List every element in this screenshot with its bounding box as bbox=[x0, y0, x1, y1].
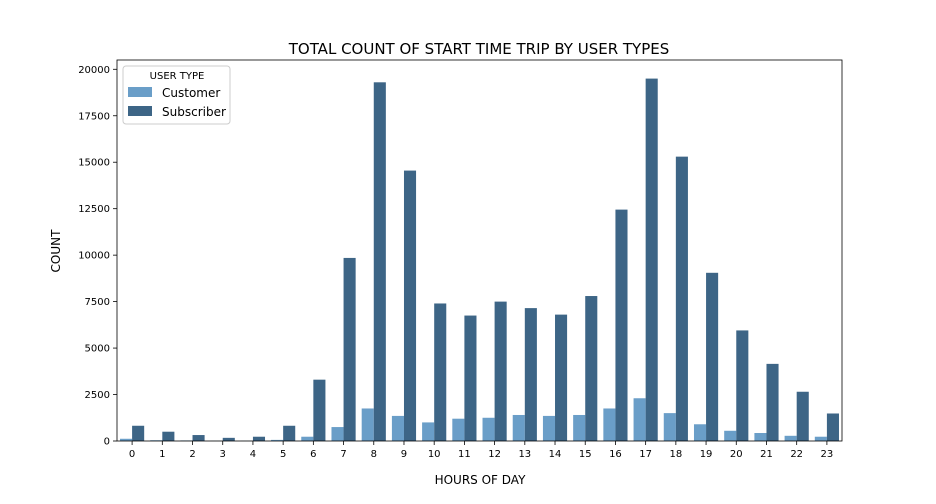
bar-subscriber-hour-16 bbox=[615, 209, 628, 441]
legend-swatch-subscriber bbox=[128, 106, 152, 116]
bar-customer-hour-9 bbox=[391, 415, 404, 441]
bar-subscriber-hour-2 bbox=[192, 435, 205, 441]
bar-customer-hour-0 bbox=[120, 438, 133, 441]
x-tick-label: 11 bbox=[458, 449, 471, 460]
x-tick-label: 8 bbox=[371, 449, 377, 460]
bar-customer-hour-14 bbox=[542, 415, 556, 441]
bar-subscriber-hour-21 bbox=[766, 363, 779, 441]
x-tick-label: 20 bbox=[730, 449, 743, 460]
bar-customer-hour-12 bbox=[482, 417, 495, 441]
bar-subscriber-hour-12 bbox=[494, 301, 507, 441]
x-tick-label: 13 bbox=[518, 449, 531, 460]
y-tick-label: 10000 bbox=[78, 251, 110, 262]
legend-label-subscriber: Subscriber bbox=[162, 105, 226, 119]
bar-customer-hour-17 bbox=[633, 398, 646, 441]
x-axis-label: HOURS OF DAY bbox=[435, 473, 526, 487]
bar-subscriber-hour-4 bbox=[252, 436, 266, 441]
bar-subscriber-hour-22 bbox=[796, 391, 809, 441]
bar-subscriber-hour-9 bbox=[403, 170, 417, 441]
x-tick-label: 16 bbox=[609, 449, 622, 460]
x-tick-label: 15 bbox=[579, 449, 592, 460]
x-tick-label: 17 bbox=[639, 449, 652, 460]
bar-customer-hour-11 bbox=[452, 418, 465, 441]
legend: USER TYPE Customer Subscriber bbox=[122, 65, 231, 125]
bar-subscriber-hour-19 bbox=[706, 272, 719, 441]
x-tick-label: 4 bbox=[250, 449, 256, 460]
plot-frame bbox=[116, 59, 843, 442]
bar-customer-hour-21 bbox=[754, 433, 767, 441]
y-axis-label: COUNT bbox=[49, 229, 63, 273]
bar-customer-hour-10 bbox=[422, 422, 435, 441]
bar-subscriber-hour-3 bbox=[222, 437, 235, 441]
x-tick-label: 7 bbox=[340, 449, 346, 460]
bar-subscriber-hour-1 bbox=[162, 431, 175, 441]
bar-subscriber-hour-11 bbox=[464, 315, 477, 441]
bar-subscriber-hour-15 bbox=[585, 296, 598, 441]
x-tick-label: 2 bbox=[189, 449, 195, 460]
bar-customer-hour-7 bbox=[331, 427, 344, 441]
y-tick-label: 5000 bbox=[85, 344, 110, 355]
chart-title: TOTAL COUNT OF START TIME TRIP BY USER T… bbox=[288, 40, 670, 58]
bar-subscriber-hour-6 bbox=[313, 379, 326, 441]
x-ticks-group: 0 1 2 3 4 5 6 7 8 9 10 11 12 13 14 15 16 17 18 19 20 21 22 23 bbox=[129, 441, 833, 460]
x-tick-label: 14 bbox=[549, 449, 562, 460]
legend-swatch-customer bbox=[128, 87, 152, 97]
bar-customer-hour-22 bbox=[784, 435, 797, 441]
bar-subscriber-hour-10 bbox=[434, 303, 447, 441]
bar-subscriber-hour-5 bbox=[283, 425, 296, 441]
y-tick-label: 7500 bbox=[85, 297, 110, 308]
bar-subscriber-hour-14 bbox=[555, 314, 568, 441]
bar-customer-hour-13 bbox=[512, 414, 525, 441]
bar-customer-hour-19 bbox=[693, 424, 707, 441]
bar-subscriber-hour-7 bbox=[343, 257, 356, 441]
bar-customer-hour-8 bbox=[361, 408, 374, 441]
y-tick-label: 2500 bbox=[85, 390, 110, 401]
bar-subscriber-hour-8 bbox=[373, 82, 386, 442]
x-tick-label: 9 bbox=[401, 449, 407, 460]
bar-customer-hour-16 bbox=[603, 408, 616, 441]
x-tick-label: 0 bbox=[129, 449, 135, 460]
bar-subscriber-hour-17 bbox=[645, 78, 658, 441]
bar-subscriber-hour-0 bbox=[132, 425, 145, 441]
x-tick-label: 19 bbox=[700, 449, 713, 460]
x-tick-label: 12 bbox=[488, 449, 501, 460]
x-tick-label: 1 bbox=[159, 449, 165, 460]
x-tick-label: 22 bbox=[790, 449, 803, 460]
y-tick-label: 12500 bbox=[78, 204, 110, 215]
bar-customer-hour-15 bbox=[573, 414, 586, 441]
bar-customer-hour-20 bbox=[724, 430, 737, 441]
bar-subscriber-hour-23 bbox=[826, 413, 839, 441]
y-ticks-group: 0 2500 5000 7500 10000 12500 15000 17500 20000 bbox=[78, 65, 117, 448]
legend-title: USER TYPE bbox=[150, 71, 205, 82]
y-tick-label: 0 bbox=[104, 437, 110, 448]
x-tick-label: 5 bbox=[280, 449, 286, 460]
bar-subscriber-hour-18 bbox=[675, 156, 688, 441]
x-tick-label: 21 bbox=[760, 449, 773, 460]
bar-customer-hour-23 bbox=[814, 436, 827, 441]
x-tick-label: 10 bbox=[428, 449, 441, 460]
x-tick-label: 23 bbox=[821, 449, 834, 460]
bar-subscriber-hour-13 bbox=[524, 308, 537, 441]
y-tick-label: 17500 bbox=[78, 111, 110, 122]
bar-customer-hour-6 bbox=[301, 436, 314, 441]
bar-customer-hour-18 bbox=[663, 413, 676, 441]
x-tick-label: 18 bbox=[669, 449, 682, 460]
bars-group bbox=[120, 78, 839, 442]
legend-label-customer: Customer bbox=[162, 86, 220, 100]
y-tick-label: 20000 bbox=[78, 65, 110, 76]
x-tick-label: 6 bbox=[310, 449, 316, 460]
bar-subscriber-hour-20 bbox=[736, 330, 749, 441]
y-tick-label: 15000 bbox=[78, 158, 110, 169]
bar-customer-hour-5 bbox=[271, 439, 284, 441]
x-tick-label: 3 bbox=[220, 449, 226, 460]
